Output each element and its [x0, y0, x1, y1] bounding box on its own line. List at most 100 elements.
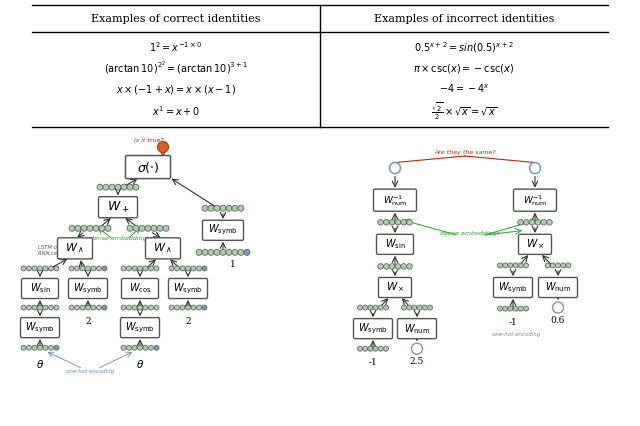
Circle shape [547, 219, 552, 225]
Circle shape [163, 225, 169, 231]
Text: $x^1 = x + 0$: $x^1 = x + 0$ [152, 104, 200, 118]
Text: $W_{\rm sin}$: $W_{\rm sin}$ [385, 237, 405, 251]
Circle shape [202, 249, 208, 255]
Circle shape [378, 346, 383, 351]
FancyBboxPatch shape [125, 155, 170, 178]
Circle shape [497, 263, 502, 268]
Circle shape [38, 345, 42, 350]
Circle shape [529, 219, 535, 225]
Text: Examples of correct identities: Examples of correct identities [92, 14, 260, 24]
Text: -1: -1 [369, 358, 378, 367]
Circle shape [226, 249, 232, 255]
Circle shape [54, 266, 59, 271]
Circle shape [145, 225, 151, 231]
Circle shape [208, 205, 214, 211]
Circle shape [412, 343, 422, 354]
Circle shape [143, 305, 148, 310]
Circle shape [244, 249, 250, 255]
Text: $W_{\rm symb}$: $W_{\rm symb}$ [125, 320, 155, 335]
Text: $W_+$: $W_+$ [107, 200, 129, 215]
Circle shape [220, 249, 226, 255]
Circle shape [202, 205, 208, 211]
Text: $\sigma(\cdot)$: $\sigma(\cdot)$ [137, 160, 159, 175]
Circle shape [127, 345, 131, 350]
Circle shape [545, 263, 550, 268]
Circle shape [102, 266, 107, 271]
Circle shape [21, 305, 26, 310]
Circle shape [132, 266, 137, 271]
Text: $W_{\rm symb}$: $W_{\rm symb}$ [25, 320, 55, 335]
Circle shape [535, 219, 541, 225]
Circle shape [121, 345, 126, 350]
Text: Are they the same?: Are they the same? [434, 150, 496, 155]
Circle shape [422, 305, 428, 310]
Text: Examples of incorrect identities: Examples of incorrect identities [374, 14, 554, 24]
Circle shape [497, 306, 502, 311]
Circle shape [97, 305, 102, 310]
Circle shape [86, 266, 90, 271]
Circle shape [368, 305, 373, 310]
Circle shape [202, 266, 207, 271]
Circle shape [32, 266, 37, 271]
Circle shape [54, 305, 59, 310]
Circle shape [373, 346, 378, 351]
Circle shape [191, 266, 196, 271]
Text: $W_\wedge$: $W_\wedge$ [65, 242, 84, 255]
Circle shape [132, 305, 137, 310]
Circle shape [93, 225, 99, 231]
Circle shape [238, 249, 244, 255]
Circle shape [74, 266, 79, 271]
Circle shape [508, 306, 513, 311]
Circle shape [143, 266, 148, 271]
Circle shape [121, 184, 127, 190]
FancyBboxPatch shape [353, 319, 392, 339]
Circle shape [238, 205, 244, 211]
Circle shape [552, 302, 563, 313]
Circle shape [97, 184, 103, 190]
Circle shape [26, 266, 31, 271]
Circle shape [69, 225, 75, 231]
Circle shape [133, 184, 139, 190]
Circle shape [378, 305, 383, 310]
Circle shape [196, 249, 202, 255]
Circle shape [80, 305, 85, 310]
Circle shape [26, 305, 31, 310]
Circle shape [401, 305, 406, 310]
Circle shape [127, 184, 133, 190]
Circle shape [127, 266, 131, 271]
Circle shape [541, 219, 547, 225]
Circle shape [401, 264, 406, 269]
FancyBboxPatch shape [58, 238, 93, 259]
Circle shape [383, 305, 388, 310]
Circle shape [49, 305, 54, 310]
FancyBboxPatch shape [374, 189, 417, 211]
Circle shape [226, 205, 232, 211]
Circle shape [214, 205, 220, 211]
Text: LSTM or
RNN cell: LSTM or RNN cell [38, 245, 60, 256]
Circle shape [417, 305, 422, 310]
Text: $W_{\rm symb}$: $W_{\rm symb}$ [358, 322, 388, 336]
FancyBboxPatch shape [538, 277, 577, 297]
Circle shape [368, 346, 373, 351]
Circle shape [38, 305, 42, 310]
Text: $0.5^{x+2} = \mathit{sin}(0.5)^{x+2}$: $0.5^{x+2} = \mathit{sin}(0.5)^{x+2}$ [414, 40, 514, 55]
Text: $W_{\rm symb}$: $W_{\rm symb}$ [498, 280, 528, 295]
Circle shape [395, 264, 401, 269]
Circle shape [390, 163, 401, 173]
Circle shape [208, 249, 214, 255]
Circle shape [186, 305, 191, 310]
Circle shape [21, 345, 26, 350]
Circle shape [32, 305, 37, 310]
Circle shape [43, 345, 48, 350]
Circle shape [180, 266, 185, 271]
Circle shape [378, 264, 383, 269]
Circle shape [148, 266, 154, 271]
Text: $\pi \times \csc(x) = -\csc(x)$: $\pi \times \csc(x) = -\csc(x)$ [413, 62, 515, 75]
Text: $W_{\rm cos}$: $W_{\rm cos}$ [129, 282, 152, 295]
Circle shape [406, 219, 412, 225]
FancyBboxPatch shape [168, 279, 207, 299]
FancyBboxPatch shape [20, 318, 60, 338]
FancyBboxPatch shape [493, 277, 532, 297]
Text: $W_\times$: $W_\times$ [525, 238, 545, 251]
Circle shape [502, 263, 508, 268]
